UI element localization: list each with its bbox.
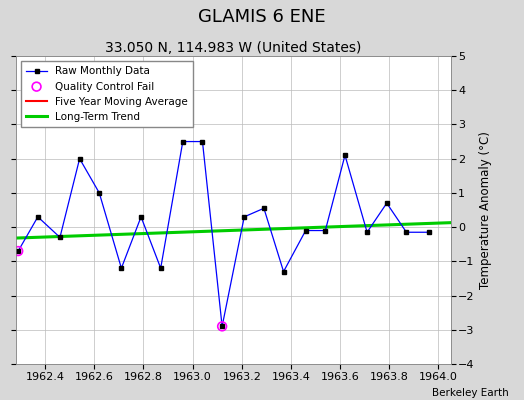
Quality Control Fail [218, 323, 226, 330]
Raw Monthly Data [280, 269, 287, 274]
Raw Monthly Data [199, 139, 205, 144]
Raw Monthly Data [219, 324, 225, 329]
Raw Monthly Data [384, 201, 390, 206]
Raw Monthly Data [322, 228, 329, 233]
Title: 33.050 N, 114.983 W (United States): 33.050 N, 114.983 W (United States) [105, 41, 362, 55]
Raw Monthly Data [180, 139, 186, 144]
Raw Monthly Data [138, 214, 144, 219]
Raw Monthly Data [35, 214, 41, 219]
Legend: Raw Monthly Data, Quality Control Fail, Five Year Moving Average, Long-Term Tren: Raw Monthly Data, Quality Control Fail, … [21, 61, 193, 127]
Raw Monthly Data [118, 266, 125, 270]
Text: GLAMIS 6 ENE: GLAMIS 6 ENE [198, 8, 326, 26]
Raw Monthly Data [403, 230, 410, 235]
Raw Monthly Data [158, 266, 164, 270]
Quality Control Fail [14, 248, 23, 254]
Raw Monthly Data [342, 153, 348, 158]
Raw Monthly Data [15, 249, 21, 254]
Text: Berkeley Earth: Berkeley Earth [432, 388, 508, 398]
Raw Monthly Data [57, 235, 63, 240]
Y-axis label: Temperature Anomaly (°C): Temperature Anomaly (°C) [479, 131, 492, 289]
Line: Raw Monthly Data: Raw Monthly Data [16, 140, 431, 328]
Raw Monthly Data [261, 206, 267, 211]
Raw Monthly Data [241, 214, 247, 219]
Raw Monthly Data [364, 230, 370, 235]
Raw Monthly Data [77, 156, 83, 161]
Raw Monthly Data [425, 230, 432, 235]
Raw Monthly Data [302, 228, 309, 233]
Raw Monthly Data [96, 190, 102, 195]
